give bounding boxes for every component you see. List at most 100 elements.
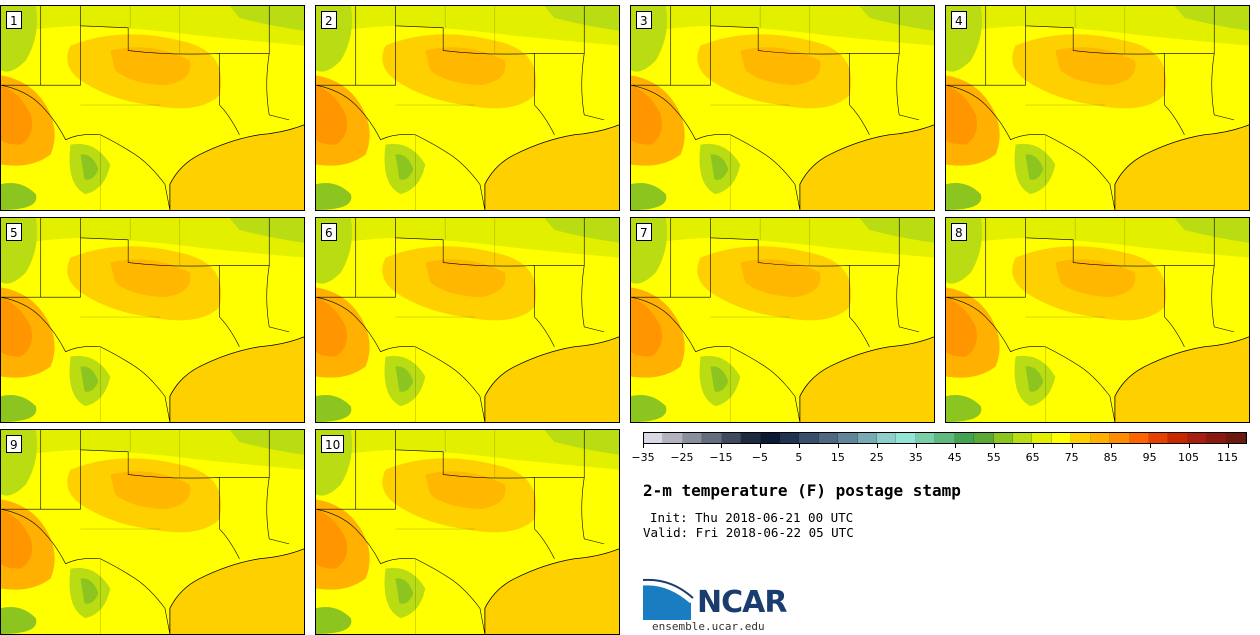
colorbar-bin	[702, 433, 722, 443]
member-number-label: 5	[6, 223, 22, 241]
temperature-map	[1, 6, 304, 210]
temperature-map	[316, 430, 619, 634]
colorbar-tick-label: 35	[908, 451, 923, 464]
ensemble-member-panel: 10	[315, 429, 620, 635]
temperature-map	[946, 218, 1249, 422]
colorbar-tick-label: 105	[1178, 451, 1200, 464]
colorbar-bin	[760, 433, 780, 443]
temperature-colorbar	[643, 432, 1247, 444]
colorbar-tick-label: 95	[1142, 451, 1157, 464]
colorbar-tick	[954, 444, 956, 448]
colorbar-tick	[1071, 444, 1073, 448]
colorbar-bin	[1110, 433, 1130, 443]
ensemble-member-panel: 5	[0, 217, 305, 423]
member-number-label: 6	[321, 223, 337, 241]
colorbar-tick	[643, 444, 644, 448]
colorbar-bin	[1187, 433, 1208, 443]
colorbar-tick	[1188, 444, 1190, 448]
colorbar-bin	[1207, 433, 1227, 443]
colorbar-tick	[720, 444, 722, 448]
colorbar-tick	[993, 444, 995, 448]
ncar-logo-icon	[643, 578, 694, 620]
colorbar-bin	[993, 433, 1014, 443]
temperature-map	[631, 218, 934, 422]
colorbar-bin	[896, 433, 916, 443]
colorbar-tick	[1110, 444, 1112, 448]
member-number-label: 1	[6, 11, 22, 29]
init-time: Init: Thu 2018-06-21 00 UTC	[650, 510, 854, 525]
ensemble-member-panel: 7	[630, 217, 935, 423]
colorbar-bin	[741, 433, 761, 443]
temperature-map	[1, 218, 304, 422]
colorbar-bin	[1226, 433, 1247, 443]
member-number-label: 3	[636, 11, 652, 29]
temperature-map	[1, 430, 304, 634]
colorbar-ticks: −35 −25 −15 −5 5 15 25 35 45 55 65 75 85 95 105 115	[631, 444, 1247, 466]
colorbar-bin	[1071, 433, 1091, 443]
member-number-label: 8	[951, 223, 967, 241]
colorbar-tick-label: 15	[830, 451, 845, 464]
colorbar-tick-label: −15	[709, 451, 733, 464]
colorbar-tick	[1227, 444, 1229, 448]
colorbar-tick	[681, 444, 683, 448]
colorbar-bin	[663, 433, 683, 443]
ensemble-member-panel: 1	[0, 5, 305, 211]
colorbar-bin	[1051, 433, 1072, 443]
colorbar-tick-label: −25	[670, 451, 694, 464]
colorbar-tick-label: 115	[1217, 451, 1239, 464]
colorbar-bin	[721, 433, 742, 443]
colorbar-bin	[1129, 433, 1149, 443]
colorbar-bin	[1168, 433, 1188, 443]
colorbar-tick-label: −35	[631, 451, 655, 464]
colorbar-tick-label: 55	[986, 451, 1001, 464]
colorbar-bin	[818, 433, 839, 443]
member-number-label: 4	[951, 11, 967, 29]
temperature-map	[631, 6, 934, 210]
plot-title: 2-m temperature (F) postage stamp	[643, 481, 961, 500]
colorbar-bin	[877, 433, 897, 443]
colorbar-tick	[876, 444, 878, 448]
colorbar-bin	[1013, 433, 1033, 443]
member-number-label: 2	[321, 11, 337, 29]
colorbar-tick	[915, 444, 917, 448]
colorbar-bin	[799, 433, 819, 443]
member-number-label: 7	[636, 223, 652, 241]
colorbar-bin	[1090, 433, 1111, 443]
temperature-map	[316, 218, 619, 422]
colorbar-tick	[837, 444, 839, 448]
ensemble-member-panel: 3	[630, 5, 935, 211]
colorbar-tick-label: 25	[869, 451, 884, 464]
colorbar-tick-label: 65	[1025, 451, 1040, 464]
member-number-label: 9	[6, 435, 22, 453]
colorbar-tick-label: 45	[947, 451, 962, 464]
colorbar-bin	[857, 433, 878, 443]
colorbar-tick-label: 85	[1103, 451, 1118, 464]
ensemble-member-panel: 4	[945, 5, 1250, 211]
colorbar-bin	[915, 433, 936, 443]
colorbar-tick-label: 5	[795, 451, 803, 464]
ensemble-member-panel: 8	[945, 217, 1250, 423]
colorbar-tick	[759, 444, 761, 448]
ensemble-member-panel: 9	[0, 429, 305, 635]
ensemble-member-panel: 2	[315, 5, 620, 211]
colorbar-bin	[935, 433, 955, 443]
colorbar-bin	[644, 433, 664, 443]
colorbar-tick-label: −5	[751, 451, 768, 464]
colorbar-bin	[682, 433, 703, 443]
colorbar-bin	[954, 433, 975, 443]
colorbar-tick	[1032, 444, 1034, 448]
colorbar-bin	[1148, 433, 1169, 443]
colorbar-bin	[974, 433, 994, 443]
valid-time: Valid: Fri 2018-06-22 05 UTC	[643, 525, 854, 540]
temperature-map	[316, 6, 619, 210]
ensemble-member-panel: 6	[315, 217, 620, 423]
temperature-map	[946, 6, 1249, 210]
ncar-logo-text: NCAR	[697, 585, 787, 620]
website-url: ensemble.ucar.edu	[652, 620, 765, 633]
colorbar-tick	[1149, 444, 1151, 448]
colorbar-bin	[838, 433, 858, 443]
colorbar-bin	[1032, 433, 1052, 443]
colorbar-tick	[798, 444, 800, 448]
colorbar-bin	[779, 433, 800, 443]
colorbar-tick-label: 75	[1064, 451, 1079, 464]
